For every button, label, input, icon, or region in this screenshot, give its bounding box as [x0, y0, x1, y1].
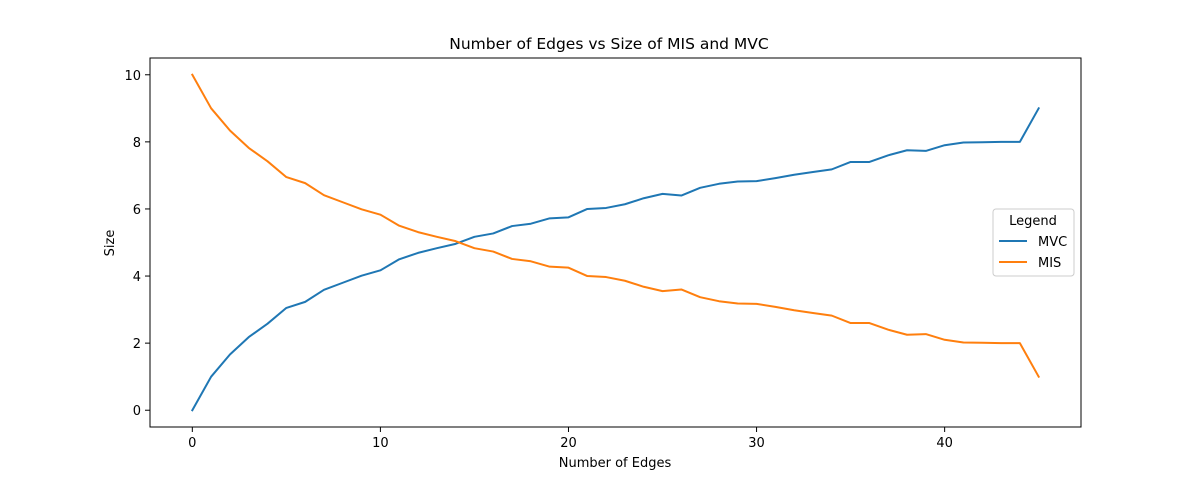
legend-label-mvc: MVC — [1038, 235, 1067, 250]
series-line-mis — [190, 73, 1041, 379]
legend-label-mis: MIS — [1038, 256, 1061, 271]
legend-box — [992, 208, 1075, 277]
x-tick-label: 20 — [560, 436, 577, 451]
x-tick-label: 0 — [188, 436, 196, 451]
legend: Legend MVC MIS — [992, 208, 1075, 277]
plot-frame — [149, 57, 1082, 428]
chart-title: Number of Edges vs Size of MIS and MVC — [449, 35, 768, 53]
x-axis-label: Number of Edges — [559, 456, 672, 471]
y-tick-label: 2 — [133, 337, 141, 352]
legend-title: Legend — [1009, 214, 1057, 229]
y-tick-label: 8 — [133, 136, 141, 151]
x-tick-label: 10 — [372, 436, 389, 451]
y-tick-label: 4 — [133, 270, 141, 285]
x-tick-label: 40 — [936, 436, 953, 451]
y-tick-label: 10 — [124, 69, 141, 84]
plot-area: 0 10 20 30 40 0 2 4 6 8 10 — [124, 57, 1082, 451]
y-tick-label: 6 — [133, 203, 141, 218]
x-tick-label: 30 — [748, 436, 765, 451]
y-tick-label: 0 — [133, 404, 141, 419]
series-line-mvc — [190, 106, 1041, 412]
y-axis-label: Size — [103, 230, 118, 257]
